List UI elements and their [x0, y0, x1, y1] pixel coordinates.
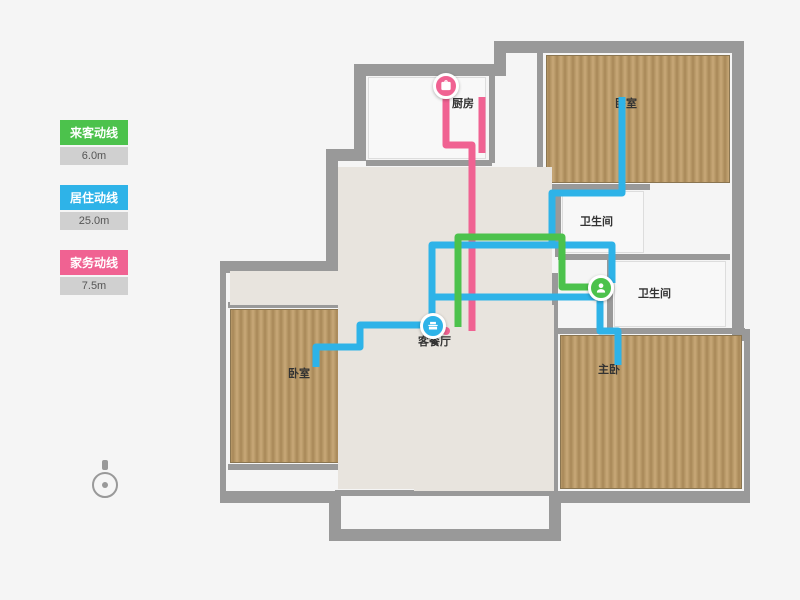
- legend-item-housework: 家务动线 7.5m: [60, 250, 128, 295]
- compass-icon: [90, 470, 120, 505]
- living-marker-icon: [420, 313, 446, 339]
- legend-item-guest: 来客动线 6.0m: [60, 120, 128, 165]
- person-marker-icon: [588, 275, 614, 301]
- legend-value: 25.0m: [60, 212, 128, 230]
- legend-value: 6.0m: [60, 147, 128, 165]
- legend-label: 居住动线: [60, 185, 128, 210]
- legend-label: 家务动线: [60, 250, 128, 275]
- legend-panel: 来客动线 6.0m 居住动线 25.0m 家务动线 7.5m: [60, 120, 128, 315]
- legend-item-living: 居住动线 25.0m: [60, 185, 128, 230]
- paths-layer: [220, 35, 750, 555]
- legend-value: 7.5m: [60, 277, 128, 295]
- floorplan-canvas: 厨房 卧室 卫生间 卫生间 主卧 卧室 客餐厅: [220, 35, 750, 555]
- kitchen-marker-icon: [433, 73, 459, 99]
- legend-label: 来客动线: [60, 120, 128, 145]
